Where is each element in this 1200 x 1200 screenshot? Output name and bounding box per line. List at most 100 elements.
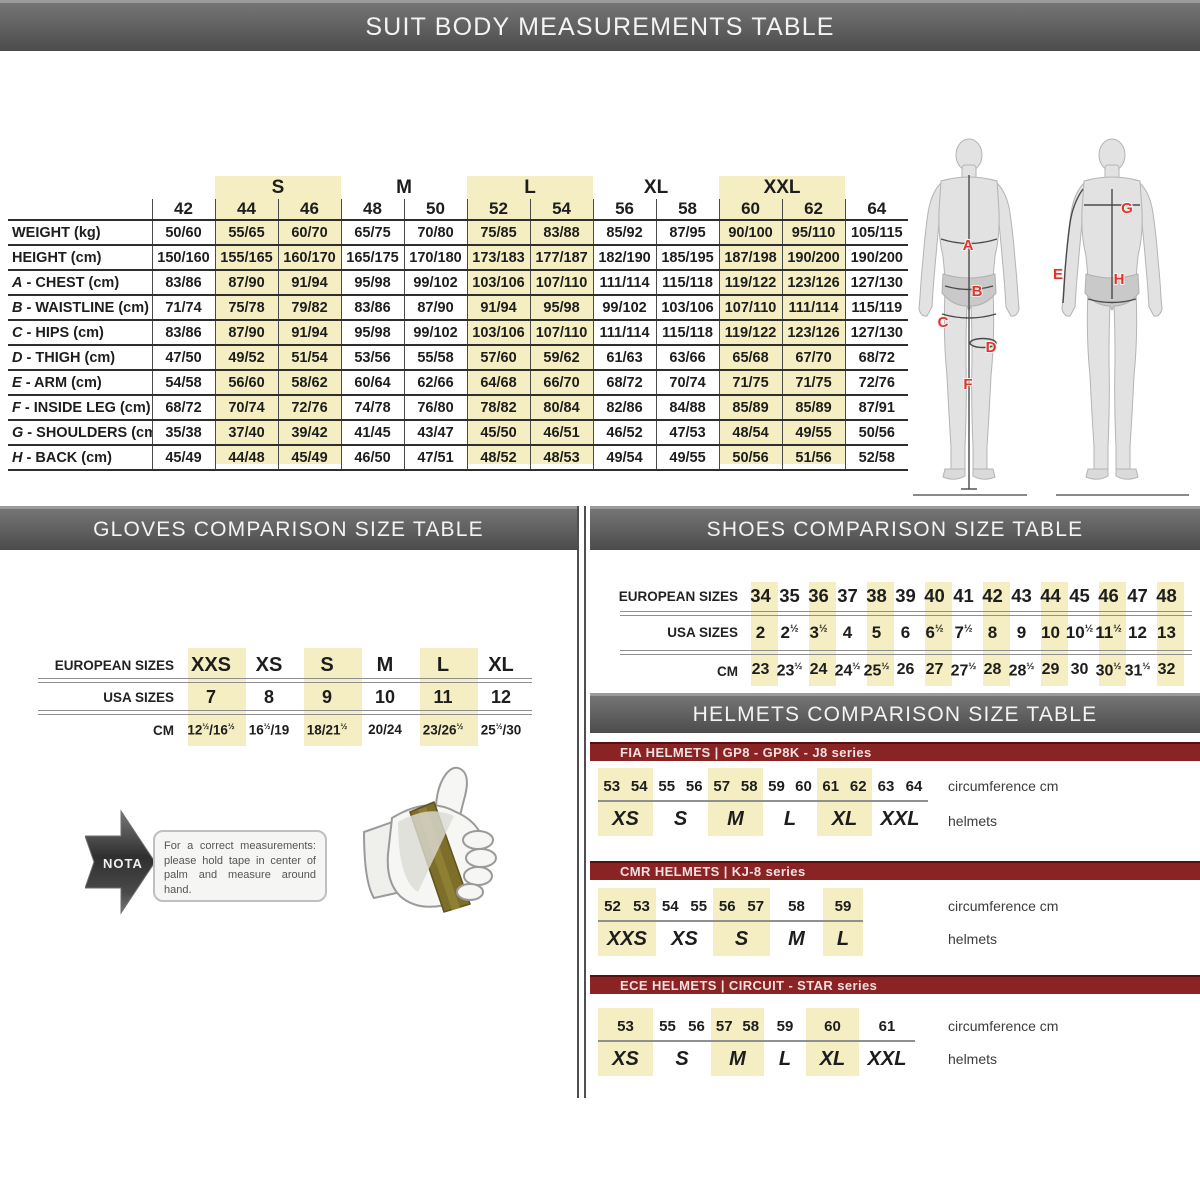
suit-measure-row: F - INSIDE LEG (cm) 68/72 70/74 72/76 74/78 7…	[8, 394, 909, 420]
suit-value-cell: 61/63	[592, 344, 657, 370]
suit-value-cell: 60/64	[340, 369, 404, 395]
shoes-value-cell: 47	[1127, 585, 1148, 606]
circumference-value: 52	[604, 898, 621, 915]
suit-measure-row: HEIGHT (cm) 150/160 155/165 160/170 165/175 1…	[8, 244, 909, 270]
suit-size-number-row: 42 44 46 48 50 52 54 56 58 60 62 64	[8, 199, 909, 220]
shoes-value-cell: 30½	[1095, 661, 1122, 680]
helmet-size-label: XS	[612, 807, 639, 830]
helmets-label: helmets	[948, 931, 998, 947]
suit-value-cell: 75/78	[214, 294, 278, 320]
shoes-value-cell: 35	[779, 585, 800, 606]
gloves-note-text: For a correct measurements: please hold …	[164, 840, 316, 896]
shoes-value-cell: 28	[983, 661, 1002, 679]
helmet-circumference-values: 63 64	[872, 768, 928, 802]
circumference-value: 53	[633, 898, 650, 915]
shoes-value-cell: 6	[900, 622, 911, 642]
suit-value-cell: 46/52	[592, 419, 657, 445]
shoes-value-cell: 44	[1040, 585, 1061, 606]
shoes-value-cell: 37	[837, 585, 858, 606]
suit-value-cell: 55/58	[403, 344, 468, 370]
helmet-circumference-values: 59	[764, 1008, 806, 1042]
helmet-size-cell: 53 54 XS	[598, 768, 653, 836]
suit-value-cell: 95/98	[340, 269, 404, 295]
suit-value-cell: 56/60	[214, 369, 278, 395]
shoes-value-cell: 11½	[1095, 622, 1122, 642]
shoes-value-cell: 10	[1041, 622, 1060, 642]
size-column-header: 52	[466, 199, 531, 220]
size-column-header: 46	[277, 199, 341, 220]
measure-letter-F: F	[963, 376, 972, 393]
suit-value-cell: 65/68	[718, 344, 783, 370]
helmet-table-cmr: 52 53 XXS 54 55 XS 56 57 S 58 M 59 L	[598, 888, 863, 956]
suit-value-cell: 83/86	[151, 269, 215, 295]
suit-measure-row: A - CHEST (cm) 83/86 87/90 91/94 95/98 99/102…	[8, 269, 909, 295]
helmets-section-header: HELMETS COMPARISON SIZE TABLE	[590, 693, 1200, 733]
circumference-value: 56	[718, 898, 736, 915]
shoes-value-cell: 5	[871, 622, 882, 642]
body-measurement-figures: A B C D F G E H	[913, 138, 1189, 496]
suit-value-cell: 82/86	[592, 394, 657, 420]
suit-value-cell: 87/95	[655, 219, 720, 245]
helmet-size-label: L	[778, 1047, 792, 1070]
suit-value-cell: 95/98	[529, 294, 594, 320]
suit-value-cell: 65/75	[340, 219, 404, 245]
helmet-table-ece: 53 XS 55 56 S 57 58 M 59 L 60 XL 61 XXL	[598, 1008, 915, 1076]
table-divider	[620, 611, 1192, 616]
suit-value-cell: 70/80	[403, 219, 468, 245]
suit-value-cell: 127/130	[844, 319, 909, 345]
suit-value-cell: 47/53	[655, 419, 720, 445]
shoes-value-cell: 23½	[776, 661, 803, 680]
shoes-value-cell: 28½	[1008, 661, 1035, 680]
gloves-value-cell: 11	[433, 686, 453, 707]
helmet-table-fia: 53 54 XS 55 56 S 57 58 M 59 60 L 61 62 XL 63 64 XXL	[598, 768, 928, 836]
suit-measurements-grid: S M L XL XXL 42 44 46 48 50 52 54 56 58 60 62 64 WEIGHT (…	[8, 177, 909, 471]
shoes-value-cell: 9	[1016, 622, 1027, 642]
suit-value-cell: 46/50	[340, 444, 404, 471]
suit-value-cell: 49/55	[655, 444, 720, 471]
shoes-row-label: USA SIZES	[667, 625, 738, 640]
suit-row-label: A - CHEST (cm)	[8, 269, 152, 295]
helmet-size-cell: 59 60 L	[763, 768, 817, 836]
gloves-row-cm: CM 12½/16½ 16½/19 18/21½ 20/24 23/26½ 25½/30	[0, 716, 530, 744]
suit-value-cell: 119/122	[718, 319, 783, 345]
suit-value-cell: 45/50	[466, 419, 531, 445]
helmet-size-cell: 61 XXL	[859, 1008, 915, 1076]
helmet-circumference-values: 57 58	[711, 1008, 764, 1042]
helmet-size-cell: 61 62 XL	[817, 768, 872, 836]
circumference-label: circumference cm	[948, 898, 1059, 914]
suit-measure-row: E - ARM (cm) 54/58 56/60 58/62 60/64 62/66 64/…	[8, 369, 909, 395]
suit-value-cell: 72/76	[277, 394, 341, 420]
suit-value-cell: 87/91	[844, 394, 909, 420]
circumference-value: 53	[603, 778, 621, 795]
shoes-row-european: EUROPEAN SIZES 34 35 36 37 38 39 40 41 42 43 44 45 4…	[590, 584, 1181, 608]
suit-value-cell: 74/78	[340, 394, 404, 420]
helmet-size-cell: 60 XL	[806, 1008, 859, 1076]
nota-arrow: NOTA	[85, 809, 155, 915]
shoes-value-cell: 27	[925, 661, 944, 679]
highlight-strip	[1041, 582, 1068, 686]
gloves-value-cell: S	[320, 653, 334, 676]
suit-value-cell: 177/187	[529, 244, 594, 270]
helmet-size-label: XS	[671, 927, 698, 950]
suit-value-cell: 68/72	[151, 394, 215, 420]
table-divider	[38, 710, 532, 715]
suit-table: S M L XL XXL 42 44 46 48 50 52 54 56 58 60 62 64 WEIGHT (…	[8, 177, 909, 471]
suit-value-cell: 115/118	[655, 319, 720, 345]
suit-measure-row: WEIGHT (kg) 50/60 55/65 60/70 65/75 70/80 75/8…	[8, 219, 909, 245]
shoes-value-cell: 32	[1157, 661, 1176, 679]
suit-value-cell: 66/70	[529, 369, 594, 395]
gloves-value-cell: 8	[263, 686, 274, 707]
suit-value-cell: 95/98	[340, 319, 404, 345]
gloves-value-cell: 23/26½	[422, 722, 464, 738]
suit-value-cell: 49/55	[781, 419, 846, 445]
shoes-section-header: SHOES COMPARISON SIZE TABLE	[590, 506, 1200, 550]
size-column-header: 54	[529, 199, 594, 220]
circumference-value: 54	[661, 898, 679, 915]
gloves-value-cell: 18/21½	[306, 722, 348, 738]
gloves-value-cell: 16½/19	[248, 722, 290, 738]
circumference-value: 59	[776, 1018, 794, 1035]
helmets-label: helmets	[948, 1051, 998, 1067]
suit-value-cell: 70/74	[655, 369, 720, 395]
suit-value-cell: 71/75	[781, 369, 846, 395]
shoes-value-cell: 36	[808, 585, 829, 606]
